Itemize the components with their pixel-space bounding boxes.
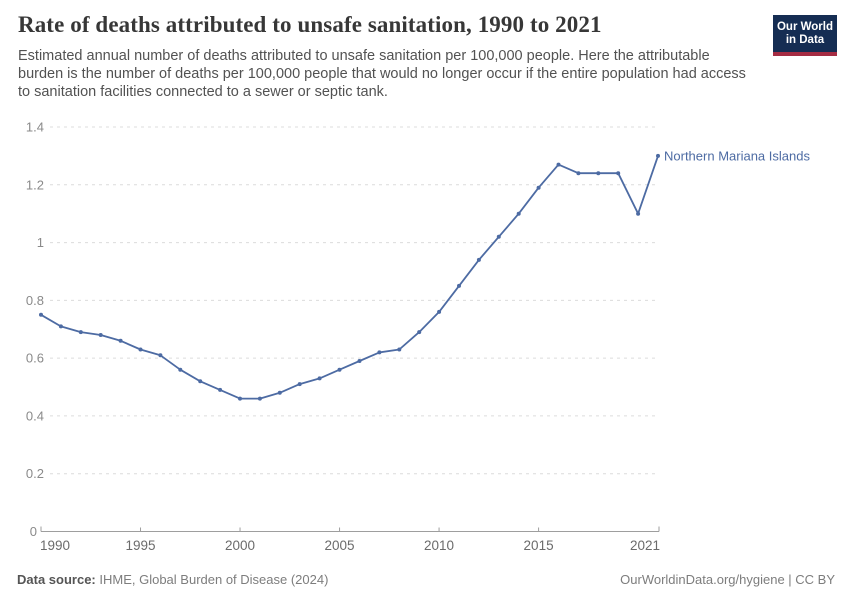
owid-logo[interactable]: Our World in Data bbox=[773, 15, 837, 56]
y-axis-tick-label: 1 bbox=[37, 235, 44, 250]
y-axis-tick-label: 0 bbox=[30, 524, 37, 539]
y-axis-tick-label: 0.6 bbox=[26, 351, 44, 366]
data-point[interactable] bbox=[397, 347, 402, 352]
y-axis-tick-label: 1.4 bbox=[26, 120, 44, 135]
data-point[interactable] bbox=[516, 211, 521, 216]
data-point[interactable] bbox=[357, 359, 362, 363]
chart-header: Rate of deaths attributed to unsafe sani… bbox=[18, 12, 758, 101]
chart-footer: Data source: IHME, Global Burden of Dise… bbox=[17, 570, 835, 588]
data-point[interactable] bbox=[536, 185, 541, 190]
data-point[interactable] bbox=[417, 330, 422, 335]
data-point[interactable] bbox=[178, 367, 183, 372]
data-point[interactable] bbox=[576, 171, 581, 176]
data-point[interactable] bbox=[98, 333, 103, 337]
x-axis-tick-label: 2000 bbox=[225, 538, 255, 553]
data-point[interactable] bbox=[78, 330, 83, 335]
data-point[interactable] bbox=[277, 390, 282, 395]
x-axis-tick-label: 2010 bbox=[424, 538, 454, 553]
y-axis-tick-label: 0.8 bbox=[26, 293, 44, 308]
chart-title: Rate of deaths attributed to unsafe sani… bbox=[18, 12, 602, 37]
data-source-label: Data source: bbox=[17, 571, 96, 587]
data-point[interactable] bbox=[297, 382, 302, 387]
y-axis-tick-label: 0.4 bbox=[26, 408, 44, 423]
data-point[interactable] bbox=[218, 387, 223, 392]
data-point[interactable] bbox=[496, 234, 501, 239]
owid-logo-line2: in Data bbox=[785, 34, 825, 46]
x-axis-tick-label: 1995 bbox=[125, 538, 155, 553]
owid-logo-stripe bbox=[773, 52, 837, 56]
data-point[interactable] bbox=[138, 347, 143, 352]
owid-logo-line1: Our World bbox=[776, 21, 833, 33]
data-point[interactable] bbox=[476, 257, 481, 262]
x-axis-tick-label: 2005 bbox=[325, 538, 355, 553]
data-source: Data source: IHME, Global Burden of Dise… bbox=[17, 572, 328, 587]
data-point[interactable] bbox=[198, 379, 203, 384]
x-axis-tick-label: 2021 bbox=[630, 538, 660, 553]
series-line bbox=[40, 154, 659, 400]
y-axis-tick-label: 0.2 bbox=[26, 466, 44, 481]
series-end-label[interactable]: Northern Mariana Islands bbox=[664, 148, 810, 163]
data-point[interactable] bbox=[238, 396, 242, 401]
data-point[interactable] bbox=[556, 162, 561, 167]
credit-link[interactable]: OurWorldinData.org/hygiene | CC BY bbox=[620, 571, 835, 587]
data-point[interactable] bbox=[257, 396, 262, 401]
x-axis-tick-label: 2015 bbox=[524, 538, 554, 553]
data-point[interactable] bbox=[317, 376, 322, 381]
data-point[interactable] bbox=[656, 153, 660, 158]
data-point[interactable] bbox=[596, 171, 601, 176]
x-axis-tick-label: 1990 bbox=[40, 538, 70, 553]
data-point[interactable] bbox=[377, 350, 382, 355]
data-point[interactable] bbox=[636, 211, 641, 216]
data-point[interactable] bbox=[158, 353, 163, 358]
data-point[interactable] bbox=[616, 171, 621, 176]
y-axis-tick-label: 1.2 bbox=[26, 177, 44, 192]
data-point[interactable] bbox=[118, 338, 123, 343]
chart-subtitle: Estimated annual number of deaths attrib… bbox=[18, 48, 746, 100]
data-point[interactable] bbox=[58, 324, 63, 329]
data-point[interactable] bbox=[437, 309, 442, 314]
data-point[interactable] bbox=[39, 312, 43, 317]
data-point[interactable] bbox=[337, 367, 342, 372]
data-point[interactable] bbox=[457, 283, 461, 288]
data-source-value: IHME, Global Burden of Disease (2024) bbox=[99, 571, 329, 587]
